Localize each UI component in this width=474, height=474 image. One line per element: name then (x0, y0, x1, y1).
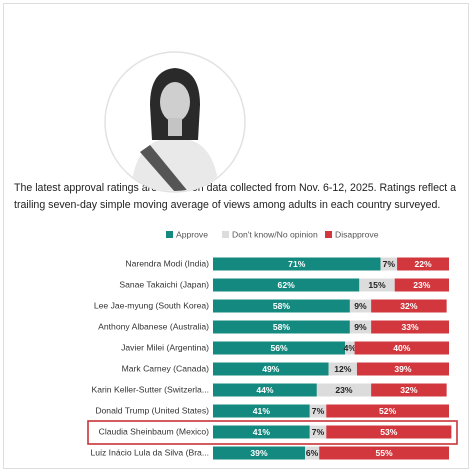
value-label: 53% (380, 427, 398, 437)
bar-segment (371, 299, 447, 313)
bar-segment (213, 446, 306, 460)
bar-segment (213, 425, 310, 439)
bar-segment (345, 341, 355, 355)
value-label: 40% (393, 343, 411, 353)
value-label: 58% (273, 322, 291, 332)
value-label: 6% (306, 448, 319, 458)
bar-segment (319, 446, 449, 460)
category-label: Mark Carney (Canada) (122, 363, 210, 373)
bar-segment (328, 362, 357, 376)
value-label: 7% (312, 406, 325, 416)
bar-segment (326, 425, 452, 439)
value-label: 39% (250, 448, 268, 458)
value-label: 33% (401, 322, 419, 332)
category-label: Claudia Sheinbaum (Mexico) (99, 426, 209, 436)
category-label: Karin Keller-Sutter (Switzerla... (92, 384, 209, 394)
category-label: Sanae Takaichi (Japan) (119, 279, 209, 289)
highlight-box (87, 420, 458, 445)
legend-swatch (166, 231, 173, 238)
bar-segment (305, 446, 320, 460)
value-label: 32% (400, 385, 418, 395)
value-label: 41% (253, 406, 271, 416)
value-label: 52% (379, 406, 397, 416)
legend-label: Approve (176, 229, 208, 239)
value-label: 49% (262, 364, 280, 374)
bar-segment (213, 383, 317, 397)
bar-segment (326, 404, 449, 418)
category-label: Anthony Albanese (Australia) (98, 321, 209, 331)
bar-segment (316, 383, 372, 397)
value-label: 23% (335, 385, 353, 395)
bar-segment (371, 320, 449, 334)
value-label: 12% (334, 364, 352, 374)
bar-segment (213, 320, 350, 334)
frame (3, 3, 469, 469)
value-label: 4% (344, 343, 357, 353)
bar-segment (213, 278, 360, 292)
value-label: 44% (256, 385, 274, 395)
bar-segment (213, 362, 329, 376)
bar-segment (309, 425, 327, 439)
bar-segment (213, 341, 346, 355)
value-label: 22% (414, 259, 432, 269)
bar-segment (380, 257, 398, 271)
value-label: 71% (288, 259, 306, 269)
category-label: Javier Milei (Argentina) (121, 342, 209, 352)
bar-segment (371, 383, 447, 397)
value-label: 9% (354, 301, 367, 311)
bar-segment (356, 362, 449, 376)
bar-segment (354, 341, 449, 355)
bar-segment (213, 404, 310, 418)
value-label: 58% (273, 301, 291, 311)
value-label: 7% (312, 427, 325, 437)
value-label: 32% (400, 301, 418, 311)
value-label: 55% (375, 448, 393, 458)
legend-swatch (325, 231, 332, 238)
bar-segment (397, 257, 449, 271)
category-label: Narendra Modi (India) (125, 258, 209, 268)
intro-text: The latest approval ratings are based on… (14, 182, 457, 211)
value-label: 39% (394, 364, 412, 374)
bar-segment (309, 404, 327, 418)
category-label: Donald Trump (United States) (95, 405, 209, 415)
bar-segment (349, 299, 372, 313)
bar-segment (213, 299, 350, 313)
value-label: 9% (354, 322, 367, 332)
value-label: 56% (270, 343, 288, 353)
value-label: 62% (278, 280, 296, 290)
value-label: 41% (253, 427, 271, 437)
category-label: Lee Jae-myung (South Korea) (94, 300, 209, 310)
bar-segment (213, 257, 381, 271)
value-label: 7% (383, 259, 396, 269)
legend-label: Don't know/No opinion (232, 229, 318, 239)
legend-swatch (222, 231, 229, 238)
portrait (104, 51, 246, 193)
category-label: Luiz Inácio Lula da Silva (Bra... (91, 447, 209, 457)
value-label: 23% (413, 280, 431, 290)
bar-segment (359, 278, 395, 292)
bar-segment (394, 278, 449, 292)
value-label: 15% (368, 280, 386, 290)
legend-label: Disapprove (335, 229, 379, 239)
bar-segment (349, 320, 372, 334)
